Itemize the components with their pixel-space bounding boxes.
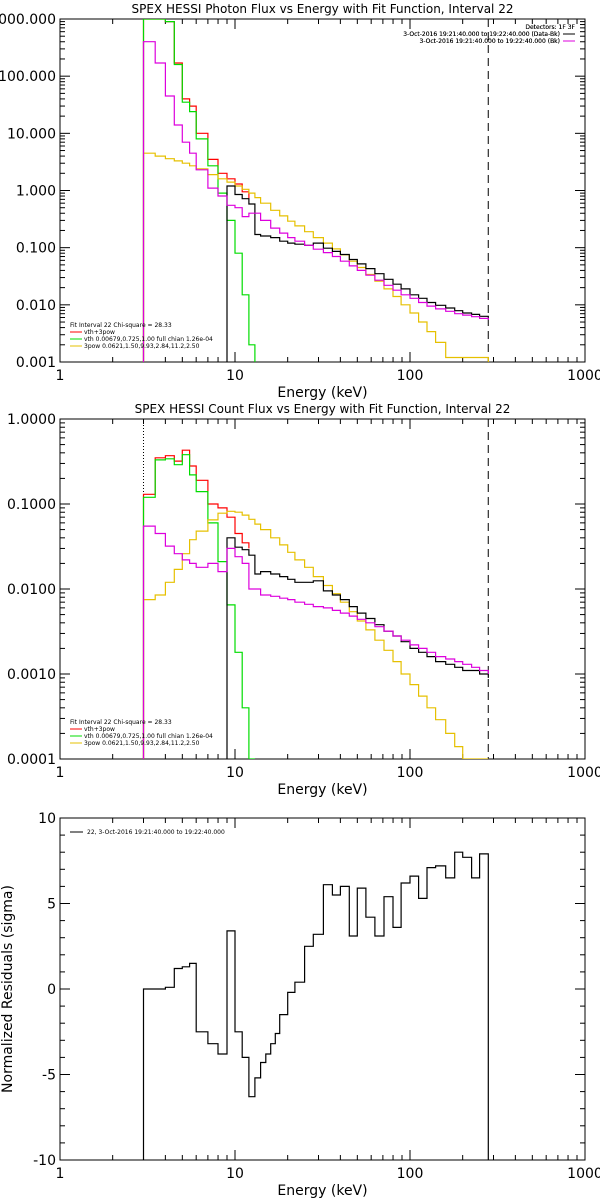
- x-tick-label: 10: [226, 1166, 244, 1182]
- x-axis-label: Energy (keV): [277, 1183, 367, 1199]
- legend-entry: vth 0.00679,0.725,1.00 full chian 1.26e-…: [84, 336, 213, 343]
- series-data-bk: [226, 537, 489, 759]
- series-vth: [142, 454, 255, 759]
- x-tick-label: 100: [397, 368, 424, 384]
- x-tick-label: 1: [56, 1166, 65, 1182]
- y-tick-label: 10: [38, 811, 56, 827]
- x-axis-label: Energy (keV): [277, 782, 367, 798]
- y-tick-label: 1.000: [16, 184, 56, 200]
- x-tick-label: 1000: [567, 765, 600, 781]
- y-tick-label: 0.0100: [7, 582, 56, 598]
- x-axis-label: Energy (keV): [277, 385, 367, 401]
- x-tick-label: 10: [226, 368, 244, 384]
- y-tick-label: 0.0001: [7, 752, 56, 768]
- legend-top-entry: Detectors: 1F 3F: [525, 24, 575, 31]
- legend-top-entry: Detectors: 1F 3F: [525, 24, 575, 31]
- x-tick-label: 1000: [567, 1166, 600, 1182]
- x-tick-label: 1: [56, 368, 65, 384]
- x-tick-label: 10: [226, 765, 244, 781]
- legend-entry: vth+3pow: [84, 726, 115, 733]
- x-tick-label: 100: [397, 1166, 424, 1182]
- series-data-bk: [226, 185, 489, 362]
- series-bk: [142, 525, 489, 759]
- y-tick-label: 0.001: [16, 355, 56, 371]
- y-tick-label: 1000.000: [0, 12, 56, 28]
- y-tick-label: 1.0000: [7, 412, 56, 428]
- legend-top-entry: 3-Oct-2016 19:21:40.000 to 19:22:40.000 …: [420, 38, 561, 45]
- legend-top-entry: 3-Oct-2016 19:21:40.000 to 19:22:40.000 …: [403, 31, 560, 38]
- x-tick-label: 1: [56, 765, 65, 781]
- x-tick-label: 100: [397, 765, 424, 781]
- residuals-panel: 1 10 100 1000 -10 -5 0 5 10 Energy (keV) Normalize…: [0, 811, 600, 1199]
- y-tick-label: 0.010: [16, 298, 56, 314]
- series-vth: [142, 19, 256, 362]
- y-tick-label: 5: [47, 897, 56, 913]
- y-tick-label: 100.000: [0, 69, 56, 85]
- y-tick-label: 0.1000: [7, 497, 56, 513]
- legend-top-entry: 3-Oct-2016 19:21:40.000 to 19:22:40.000 …: [420, 38, 561, 45]
- legend-top-entry: 3-Oct-2016 19:21:40.000 to 19:22:40.000 …: [403, 31, 560, 38]
- y-axis-label: Normalized Residuals (sigma): [0, 885, 16, 1093]
- y-tick-label: 10.000: [7, 126, 56, 142]
- photon-flux-panel: SPEX HESSI Photon Flux vs Energy with Fi…: [0, 2, 600, 401]
- series-3pow: [142, 510, 489, 759]
- chart-title: SPEX HESSI Count Flux vs Energy with Fit…: [135, 402, 511, 416]
- y-tick-label: -5: [42, 1068, 56, 1084]
- chart-title: SPEX HESSI Photon Flux vs Energy with Fi…: [132, 2, 514, 16]
- series-bk: [142, 41, 489, 362]
- series-vth-3pow: [142, 449, 250, 759]
- y-tick-label: -10: [33, 1153, 56, 1169]
- legend-entry: vth 0.00679,0.725,1.00 full chian 1.26e-…: [84, 733, 213, 740]
- legend-entry: 22, 3-Oct-2016 19:21:40.000 to 19:22:40.…: [87, 829, 225, 836]
- legend-entry: Fit Interval 22 Chi-square = 28.33: [70, 719, 172, 726]
- series-22-3-oct-2016-19-21-40-000-to-19-22-40-000: [142, 851, 489, 1160]
- y-tick-label: 0: [47, 982, 56, 998]
- legend-entry: vth+3pow: [84, 329, 115, 336]
- y-tick-label: 0.0010: [7, 667, 56, 683]
- count-flux-panel: SPEX HESSI Count Flux vs Energy with Fit…: [7, 24, 600, 798]
- legend-entry: 3pow 0.0621,1.50,9.93,2.84,11.2,2.50: [84, 343, 200, 350]
- y-tick-label: 0.100: [16, 241, 56, 257]
- legend-entry: 3pow 0.0621,1.50,9.93,2.84,11.2,2.50: [84, 740, 200, 747]
- x-tick-label: 1000: [567, 368, 600, 384]
- legend-entry: Fit Interval 22 Chi-square = 28.33: [70, 322, 172, 329]
